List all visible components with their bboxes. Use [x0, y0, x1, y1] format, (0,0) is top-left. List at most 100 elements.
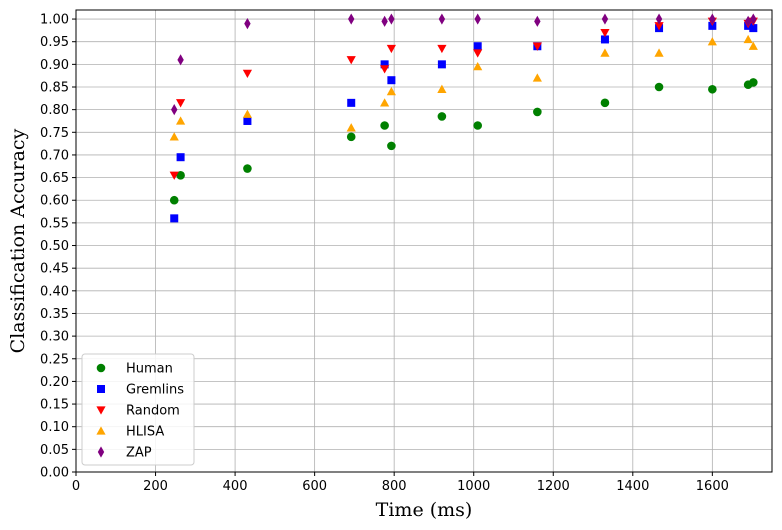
legend-label: ZAP	[126, 446, 152, 461]
data-point-human	[437, 112, 447, 121]
legend-marker	[97, 446, 105, 458]
legend-marker	[97, 385, 105, 393]
data-point-random	[346, 56, 356, 65]
data-point-zap	[744, 15, 752, 27]
y-tick-label: 0.40	[40, 284, 69, 299]
data-point-human	[243, 164, 252, 173]
data-point-random	[242, 69, 253, 79]
data-point-human	[346, 132, 356, 142]
legend-label: HLISA	[126, 425, 164, 440]
y-tick-label: 0.35	[40, 307, 69, 322]
data-point-hlisa	[743, 34, 753, 44]
data-point-hlisa	[380, 98, 390, 107]
legend-label: Gremlins	[126, 383, 184, 398]
x-tick-label: 1600	[696, 479, 729, 494]
data-point-gremlins	[600, 35, 609, 44]
data-point-human	[654, 82, 664, 92]
legend-marker	[96, 406, 106, 415]
series-hlisa-points	[169, 34, 758, 141]
data-point-random	[380, 65, 390, 74]
legend-item-hlisa: HLISA	[96, 425, 164, 440]
data-point-gremlins	[347, 98, 356, 107]
data-point-zap	[534, 15, 541, 27]
x-tick-label: 0	[72, 479, 80, 494]
legend-item-gremlins: Gremlins	[97, 383, 184, 398]
data-point-human	[473, 121, 482, 130]
data-point-random	[437, 44, 447, 54]
data-point-gremlins	[176, 153, 185, 162]
data-point-random	[654, 22, 664, 31]
y-tick-label: 0.15	[40, 398, 69, 413]
data-point-zap	[171, 104, 178, 116]
data-point-gremlins	[437, 60, 446, 69]
y-axis-label: Classification Accuracy	[7, 128, 29, 353]
legend-item-human: Human	[96, 362, 173, 377]
y-tick-label: 0.05	[40, 443, 69, 458]
data-point-random	[532, 42, 542, 51]
data-point-random	[169, 171, 179, 180]
data-point-hlisa	[600, 48, 610, 57]
y-tick-label: 0.25	[40, 352, 69, 367]
data-point-random	[600, 28, 610, 38]
data-point-human	[533, 107, 542, 117]
legend-marker	[96, 426, 106, 435]
data-point-hlisa	[707, 37, 717, 46]
y-tick-label: 0.90	[40, 58, 69, 73]
data-point-zap	[474, 13, 481, 25]
x-tick-label: 1400	[616, 479, 649, 494]
y-tick-label: 0.70	[40, 148, 69, 163]
data-point-gremlins	[170, 214, 179, 223]
y-tick-label: 0.60	[40, 194, 69, 209]
data-point-zap	[244, 17, 251, 30]
data-point-human	[176, 171, 185, 180]
data-point-hlisa	[242, 109, 253, 118]
data-point-zap	[348, 13, 355, 25]
x-tick-label: 400	[223, 479, 248, 494]
y-tick-label: 0.85	[40, 81, 69, 96]
data-point-human	[708, 84, 717, 94]
data-point-human	[169, 195, 179, 205]
data-point-hlisa	[386, 86, 396, 96]
data-point-zap	[438, 13, 446, 25]
data-point-gremlins	[243, 116, 252, 125]
data-point-zap	[601, 13, 609, 25]
y-tick-label: 0.95	[40, 35, 69, 50]
data-point-human	[749, 78, 758, 87]
data-point-hlisa	[346, 123, 356, 132]
x-tick-label: 200	[143, 479, 168, 494]
data-point-random	[175, 99, 186, 108]
data-point-human	[600, 98, 610, 108]
data-point-zap	[655, 13, 663, 25]
data-point-zap	[709, 13, 716, 25]
data-point-zap	[388, 13, 395, 25]
data-points	[169, 13, 758, 223]
data-point-gremlins	[380, 60, 389, 69]
data-point-human	[387, 141, 396, 151]
y-tick-label: 0.45	[40, 262, 69, 277]
data-point-human	[380, 121, 389, 130]
legend-item-random: Random	[96, 404, 180, 419]
y-tick-label: 0.50	[40, 239, 69, 254]
y-tick-label: 0.20	[40, 375, 69, 390]
y-tick-label: 0.10	[40, 420, 69, 435]
data-point-hlisa	[473, 62, 483, 71]
y-tick-label: 0.00	[40, 466, 69, 481]
legend: Human Gremlins Random HLISA ZAP	[81, 353, 195, 466]
y-tick-label: 0.55	[40, 216, 69, 231]
y-tick-label: 0.30	[40, 330, 69, 345]
series-human-points	[169, 78, 758, 205]
data-point-hlisa	[169, 132, 179, 141]
series-zap-points	[171, 13, 757, 116]
data-point-hlisa	[748, 41, 758, 50]
x-tick-label: 600	[302, 479, 327, 494]
legend-box	[81, 353, 195, 466]
x-axis-label: Time (ms)	[376, 499, 473, 521]
data-point-hlisa	[437, 84, 447, 93]
y-tick-label: 0.75	[40, 126, 69, 141]
legend-marker	[96, 363, 106, 373]
data-point-hlisa	[175, 116, 186, 125]
data-point-random	[473, 49, 483, 58]
data-point-gremlins	[473, 42, 482, 51]
y-tick-label: 0.80	[40, 103, 69, 118]
